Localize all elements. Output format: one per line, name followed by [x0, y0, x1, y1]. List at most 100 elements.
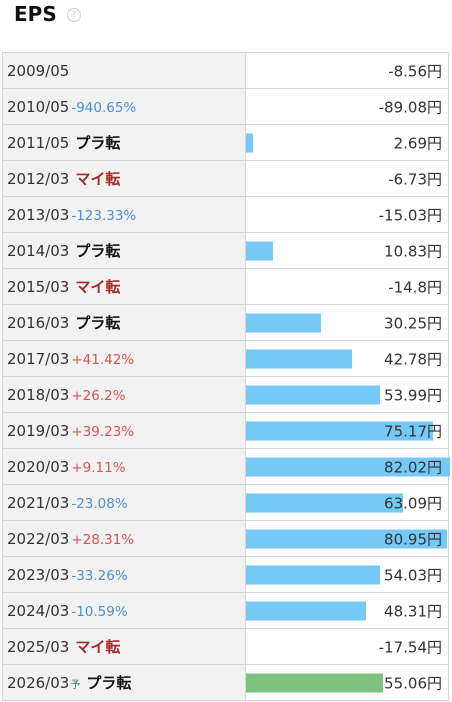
turn-positive-badge: プラ転	[75, 242, 121, 260]
page-title: EPS	[14, 2, 57, 26]
row-label: 2019/03 +39.23%	[2, 412, 246, 449]
change-percent: -23.08%	[71, 495, 128, 512]
year-label: 2026/03	[7, 674, 70, 692]
row-label: 2023/03 -33.26%	[2, 556, 246, 593]
eps-bar	[246, 457, 450, 476]
turn-negative-badge: マイ転	[75, 170, 121, 188]
row-label: 2024/03 -10.59%	[2, 592, 246, 629]
turn-negative-badge: マイ転	[75, 638, 121, 656]
table-row: 2018/03 +26.2% 53.99円	[2, 376, 449, 413]
table-row: 2017/03 +41.42% 42.78円	[2, 340, 449, 377]
table-row: 2024/03 -10.59% 48.31円	[2, 592, 449, 629]
year-label: 2024/03	[7, 601, 70, 620]
eps-value: 42.78円	[384, 350, 442, 368]
table-row: 2021/03 -23.08% 63.09円	[2, 484, 449, 521]
row-label: 2018/03 +26.2%	[2, 376, 246, 413]
table-row: 2014/03 プラ転 10.83円	[2, 232, 449, 269]
row-value-cell: 54.03円	[245, 556, 449, 593]
turn-positive-badge: プラ転	[75, 314, 121, 332]
row-value-cell: 75.17円	[245, 412, 449, 449]
eps-value: 80.95円	[384, 530, 442, 548]
row-label: 2014/03 プラ転	[2, 232, 246, 269]
row-label: 2010/05 -940.65%	[2, 88, 246, 125]
table-row: 2011/05 プラ転 2.69円	[2, 124, 449, 161]
table-row: 2009/05 -8.56円	[2, 52, 449, 89]
table-row: 2013/03 -123.33% -15.03円	[2, 196, 449, 233]
eps-value: 82.02円	[384, 458, 442, 476]
table-row: 2025/03 マイ転 -17.54円	[2, 628, 449, 665]
row-value-cell: 82.02円	[245, 448, 450, 485]
row-label: 2017/03 +41.42%	[2, 340, 246, 377]
eps-value: 53.99円	[384, 386, 442, 404]
eps-value: 30.25円	[384, 314, 442, 332]
row-label: 2021/03 -23.08%	[2, 484, 246, 521]
row-value-cell: 48.31円	[245, 592, 449, 629]
eps-bar	[246, 241, 273, 260]
change-percent: +39.23%	[71, 423, 135, 440]
row-value-cell: -15.03円	[245, 196, 449, 233]
eps-value: 55.06円	[384, 674, 442, 692]
help-icon[interactable]: ?	[67, 8, 81, 22]
year-label: 2022/03	[7, 529, 70, 548]
row-value-cell: -8.56円	[245, 52, 449, 89]
change-percent: -123.33%	[71, 207, 137, 224]
eps-value: 48.31円	[384, 602, 442, 620]
eps-value: 2.69円	[393, 134, 442, 152]
year-label: 2018/03	[7, 385, 70, 404]
table-row: 2012/03 マイ転 -6.73円	[2, 160, 449, 197]
year-label: 2009/05	[7, 61, 70, 80]
year-label: 2020/03	[7, 457, 70, 476]
year-label: 2015/03	[7, 278, 70, 296]
row-value-cell: 30.25円	[245, 304, 449, 341]
eps-bar	[246, 133, 253, 152]
change-percent: +28.31%	[71, 531, 135, 548]
change-percent: -940.65%	[71, 99, 137, 116]
eps-value: -8.56円	[388, 62, 442, 80]
table-row: 2016/03 プラ転 30.25円	[2, 304, 449, 341]
eps-header: EPS ?	[0, 0, 452, 52]
year-label: 2025/03	[7, 638, 70, 656]
row-label: 2015/03 マイ転	[2, 268, 246, 305]
row-label: 2020/03 +9.11%	[2, 448, 246, 485]
row-label: 2012/03 マイ転	[2, 160, 246, 197]
eps-table: 2009/05 -8.56円 2010/05 -940.65% -89.08円 2011/…	[2, 52, 450, 701]
eps-bar	[246, 565, 380, 584]
eps-bar	[246, 385, 380, 404]
change-percent: -10.59%	[71, 603, 128, 620]
change-percent: -33.26%	[71, 567, 128, 584]
table-row: 2026/03予 プラ転 55.06円	[2, 664, 449, 701]
row-label: 2011/05 プラ転	[2, 124, 246, 161]
turn-negative-badge: マイ転	[75, 278, 121, 296]
year-label: 2010/05	[7, 97, 70, 116]
row-value-cell: 53.99円	[245, 376, 449, 413]
eps-value: -14.8円	[388, 278, 442, 296]
table-row: 2020/03 +9.11% 82.02円	[2, 448, 450, 485]
eps-value: -89.08円	[378, 98, 442, 116]
row-value-cell: 55.06円	[245, 664, 449, 701]
year-label: 2014/03	[7, 242, 70, 260]
table-row: 2015/03 マイ転 -14.8円	[2, 268, 449, 305]
row-value-cell: 10.83円	[245, 232, 449, 269]
eps-value: 63.09円	[384, 494, 442, 512]
row-value-cell: 42.78円	[245, 340, 449, 377]
eps-value: 10.83円	[384, 242, 442, 260]
year-label: 2016/03	[7, 314, 70, 332]
eps-bar	[246, 313, 321, 332]
turn-positive-badge: プラ転	[75, 134, 121, 152]
eps-value: -15.03円	[378, 206, 442, 224]
eps-bar	[246, 421, 433, 440]
forecast-mark: 予	[70, 680, 81, 691]
year-label: 2017/03	[7, 349, 70, 368]
change-percent: +26.2%	[71, 387, 126, 404]
row-value-cell: -14.8円	[245, 268, 449, 305]
eps-bar	[246, 529, 447, 548]
row-value-cell: -6.73円	[245, 160, 449, 197]
year-label: 2012/03	[7, 170, 70, 188]
row-label: 2013/03 -123.33%	[2, 196, 246, 233]
eps-bar	[246, 601, 366, 620]
eps-bar	[246, 349, 352, 368]
year-label: 2019/03	[7, 421, 70, 440]
eps-value: -6.73円	[388, 170, 442, 188]
eps-value: 75.17円	[384, 422, 442, 440]
row-label: 2026/03予 プラ転	[2, 664, 246, 701]
